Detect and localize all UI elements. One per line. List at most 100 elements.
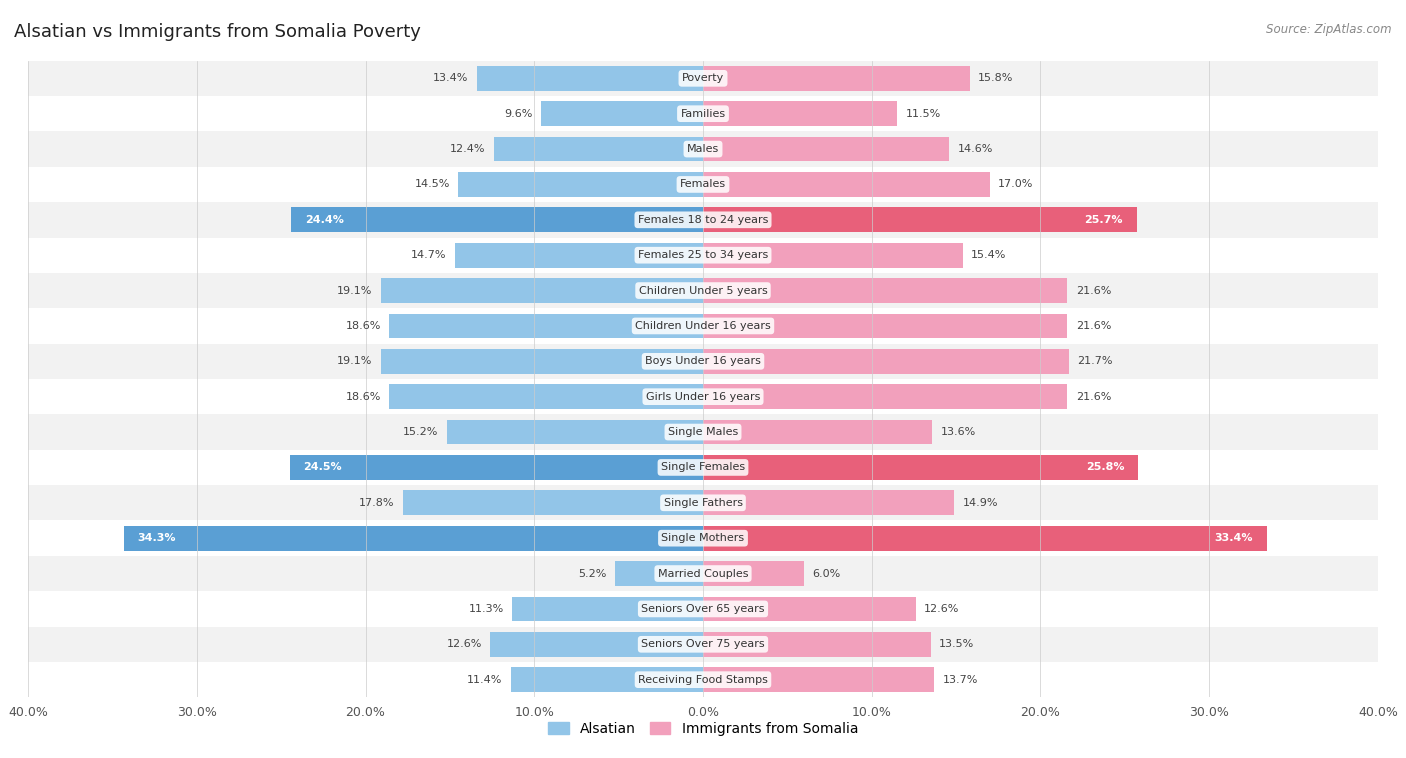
Text: 14.5%: 14.5% [415,180,450,190]
Text: Alsatian vs Immigrants from Somalia Poverty: Alsatian vs Immigrants from Somalia Pove… [14,23,420,41]
Text: 12.4%: 12.4% [450,144,485,154]
Text: Seniors Over 75 years: Seniors Over 75 years [641,639,765,650]
Text: 21.6%: 21.6% [1076,321,1111,331]
Text: 9.6%: 9.6% [505,108,533,119]
Bar [703,102,897,126]
Text: 13.6%: 13.6% [941,427,976,437]
Bar [616,561,703,586]
Bar [703,278,1067,303]
Text: 14.7%: 14.7% [411,250,447,260]
Text: Single Mothers: Single Mothers [661,533,745,543]
Bar [703,349,1069,374]
Text: 17.0%: 17.0% [998,180,1033,190]
Text: 17.8%: 17.8% [359,498,394,508]
Bar [447,420,703,444]
Text: 12.6%: 12.6% [924,604,959,614]
Bar [703,597,915,622]
Legend: Alsatian, Immigrants from Somalia: Alsatian, Immigrants from Somalia [543,716,863,741]
Bar [402,490,703,515]
Text: 25.8%: 25.8% [1087,462,1125,472]
Bar [703,632,931,656]
Bar [28,343,1378,379]
Text: 11.3%: 11.3% [468,604,503,614]
Bar [458,172,703,197]
Text: 21.6%: 21.6% [1076,392,1111,402]
Text: 25.7%: 25.7% [1084,215,1123,225]
Text: Boys Under 16 years: Boys Under 16 years [645,356,761,366]
Bar [28,309,1378,343]
Bar [510,667,703,692]
Bar [28,662,1378,697]
Bar [28,521,1378,556]
Bar [28,167,1378,202]
Text: 18.6%: 18.6% [346,392,381,402]
Text: Poverty: Poverty [682,74,724,83]
Text: 18.6%: 18.6% [346,321,381,331]
Text: 34.3%: 34.3% [138,533,176,543]
Text: Receiving Food Stamps: Receiving Food Stamps [638,675,768,684]
Bar [381,278,703,303]
Bar [28,627,1378,662]
Bar [290,455,703,480]
Bar [703,136,949,161]
Text: Females: Females [681,180,725,190]
Text: 15.8%: 15.8% [979,74,1014,83]
Text: 24.5%: 24.5% [304,462,342,472]
Bar [703,561,804,586]
Text: 6.0%: 6.0% [813,568,841,578]
Text: 14.6%: 14.6% [957,144,993,154]
Bar [28,96,1378,131]
Text: 19.1%: 19.1% [337,356,373,366]
Text: Married Couples: Married Couples [658,568,748,578]
Text: Females 18 to 24 years: Females 18 to 24 years [638,215,768,225]
Bar [703,420,932,444]
Text: Children Under 16 years: Children Under 16 years [636,321,770,331]
Bar [28,485,1378,521]
Bar [389,314,703,338]
Text: Children Under 5 years: Children Under 5 years [638,286,768,296]
Text: 33.4%: 33.4% [1215,533,1253,543]
Bar [28,61,1378,96]
Text: 13.4%: 13.4% [433,74,468,83]
Text: Males: Males [688,144,718,154]
Bar [703,455,1139,480]
Bar [477,66,703,91]
Bar [291,208,703,232]
Bar [389,384,703,409]
Bar [512,597,703,622]
Bar [28,131,1378,167]
Bar [541,102,703,126]
Bar [28,415,1378,449]
Bar [703,243,963,268]
Text: 15.4%: 15.4% [972,250,1007,260]
Text: 21.7%: 21.7% [1077,356,1114,366]
Bar [494,136,703,161]
Bar [703,490,955,515]
Text: 24.4%: 24.4% [305,215,343,225]
Text: 15.2%: 15.2% [402,427,439,437]
Bar [703,314,1067,338]
Bar [28,202,1378,237]
Bar [703,208,1136,232]
Bar [28,591,1378,627]
Bar [28,379,1378,415]
Bar [491,632,703,656]
Text: 13.7%: 13.7% [942,675,979,684]
Bar [381,349,703,374]
Bar [28,449,1378,485]
Bar [28,556,1378,591]
Bar [28,237,1378,273]
Bar [28,273,1378,309]
Text: Females 25 to 34 years: Females 25 to 34 years [638,250,768,260]
Text: Seniors Over 65 years: Seniors Over 65 years [641,604,765,614]
Bar [703,66,970,91]
Text: 13.5%: 13.5% [939,639,974,650]
Text: 12.6%: 12.6% [447,639,482,650]
Text: 19.1%: 19.1% [337,286,373,296]
Text: 11.5%: 11.5% [905,108,941,119]
Text: Families: Families [681,108,725,119]
Bar [703,667,934,692]
Text: 11.4%: 11.4% [467,675,502,684]
Text: Source: ZipAtlas.com: Source: ZipAtlas.com [1267,23,1392,36]
Bar [703,384,1067,409]
